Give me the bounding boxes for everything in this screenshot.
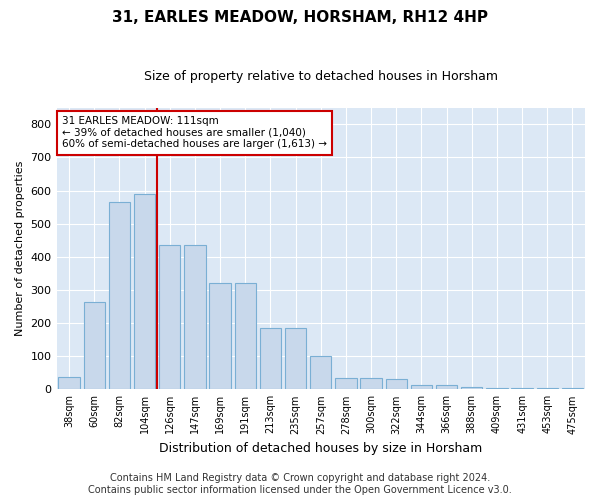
Text: 31 EARLES MEADOW: 111sqm
← 39% of detached houses are smaller (1,040)
60% of sem: 31 EARLES MEADOW: 111sqm ← 39% of detach… bbox=[62, 116, 327, 150]
Bar bbox=[235, 284, 256, 390]
Bar bbox=[361, 378, 382, 390]
Bar bbox=[461, 386, 482, 390]
Bar bbox=[536, 388, 558, 390]
Bar bbox=[184, 245, 206, 390]
Bar bbox=[562, 388, 583, 390]
Bar bbox=[134, 194, 155, 390]
Bar bbox=[58, 376, 80, 390]
Bar bbox=[285, 328, 307, 390]
Bar bbox=[335, 378, 356, 390]
Bar bbox=[310, 356, 331, 390]
Bar bbox=[486, 388, 508, 390]
Y-axis label: Number of detached properties: Number of detached properties bbox=[15, 161, 25, 336]
Bar bbox=[109, 202, 130, 390]
Bar bbox=[436, 386, 457, 390]
Title: Size of property relative to detached houses in Horsham: Size of property relative to detached ho… bbox=[144, 70, 498, 83]
Text: 31, EARLES MEADOW, HORSHAM, RH12 4HP: 31, EARLES MEADOW, HORSHAM, RH12 4HP bbox=[112, 10, 488, 25]
Bar bbox=[511, 388, 533, 390]
Bar bbox=[260, 328, 281, 390]
Bar bbox=[411, 386, 432, 390]
Text: Contains HM Land Registry data © Crown copyright and database right 2024.
Contai: Contains HM Land Registry data © Crown c… bbox=[88, 474, 512, 495]
Bar bbox=[159, 245, 181, 390]
Bar bbox=[83, 302, 105, 390]
Bar bbox=[209, 284, 231, 390]
Bar bbox=[386, 380, 407, 390]
X-axis label: Distribution of detached houses by size in Horsham: Distribution of detached houses by size … bbox=[159, 442, 482, 455]
